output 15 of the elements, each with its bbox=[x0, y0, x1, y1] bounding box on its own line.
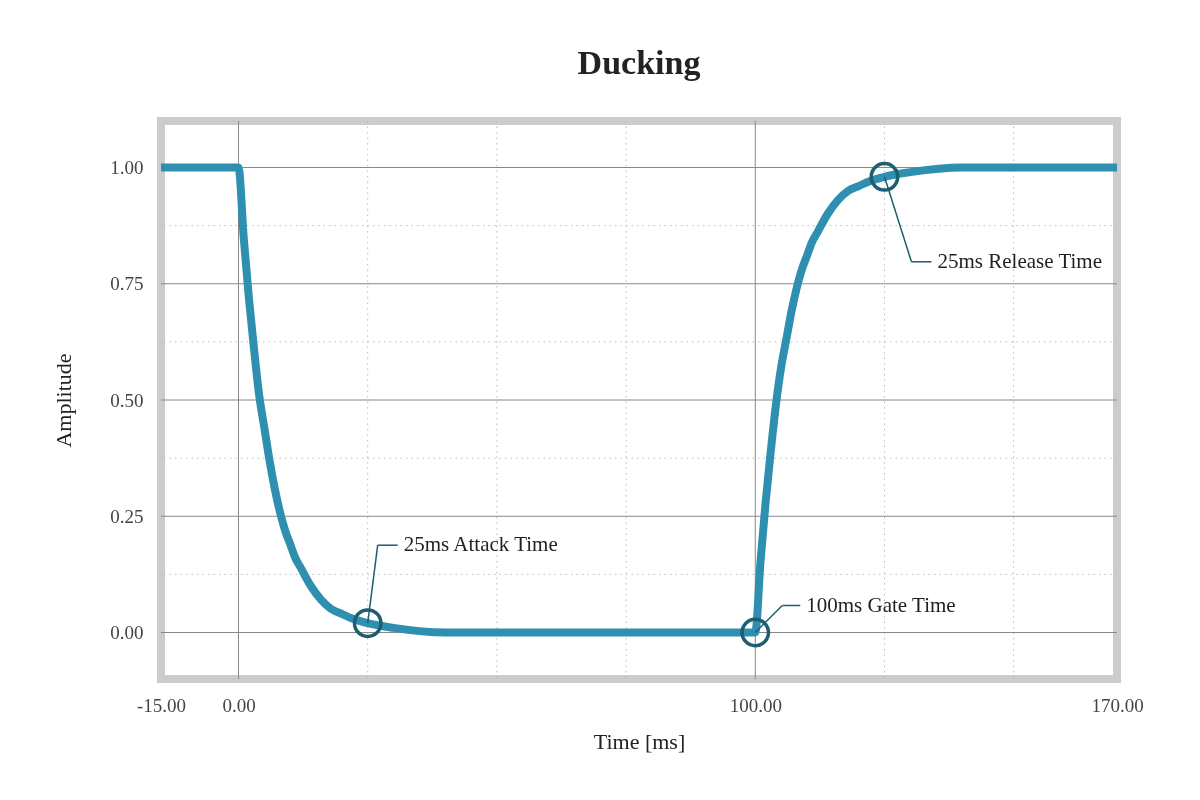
x-tick-label: 100.00 bbox=[729, 694, 782, 716]
y-tick-label: 0.75 bbox=[110, 273, 144, 295]
x-tick-label: 0.00 bbox=[222, 694, 256, 716]
y-tick-label: 0.50 bbox=[110, 389, 144, 411]
annotation: 25ms Attack Time bbox=[403, 532, 558, 557]
x-tick-label: -15.00 bbox=[136, 694, 187, 716]
y-axis-title: Amplitude bbox=[51, 353, 77, 448]
annotation: 25ms Release Time bbox=[937, 248, 1102, 273]
x-tick-label: 170.00 bbox=[1091, 694, 1144, 716]
y-tick-label: 0.00 bbox=[110, 622, 144, 643]
x-axis-title: Time [ms] bbox=[593, 728, 686, 754]
y-tick-label: 1.00 bbox=[110, 157, 144, 178]
annotation: 100ms Gate Time bbox=[806, 592, 956, 617]
chart-title: Ducking bbox=[577, 43, 701, 81]
y-tick-label: 0.25 bbox=[110, 505, 144, 527]
